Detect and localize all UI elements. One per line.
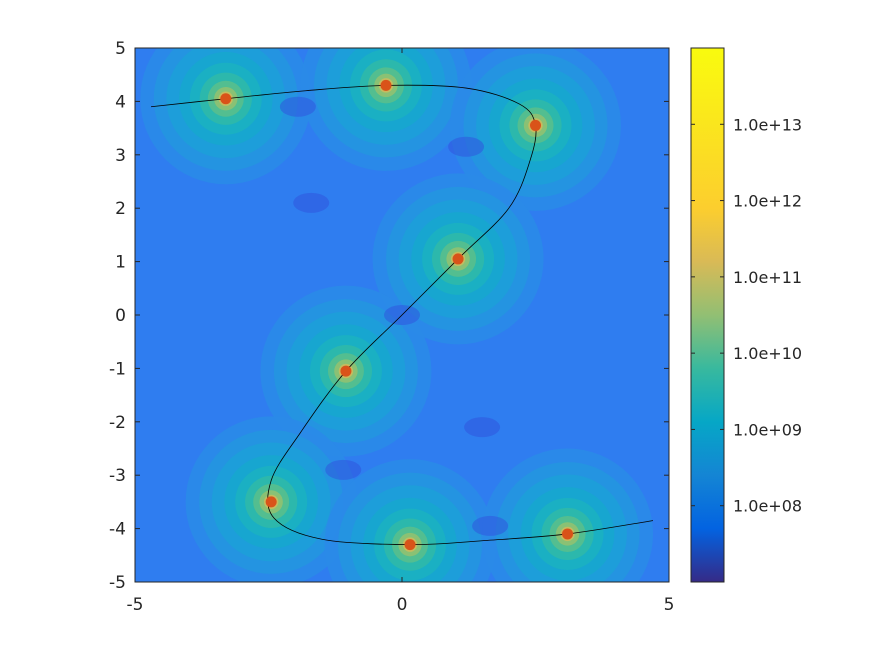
data-point: [452, 253, 464, 265]
field-basin: [472, 515, 509, 536]
y-tick-label: 2: [115, 199, 126, 219]
y-tick-label: 5: [115, 39, 126, 59]
colorbar-tick-label: 1.0e+08: [733, 497, 802, 516]
field-basin: [464, 417, 501, 438]
y-tick-label: 1: [115, 253, 126, 273]
colorbar: 1.0e+13 1.0e+12 1.0e+11 1.0e+10 1.0e+09 1.0e+…: [690, 47, 802, 583]
colorbar-gradient: [690, 47, 725, 583]
y-tick-label: 3: [115, 146, 126, 166]
y-tick-label: -3: [109, 466, 126, 486]
data-point: [380, 79, 392, 91]
y-tick-label: -5: [109, 573, 126, 593]
plot-area: [134, 47, 670, 583]
x-tick-label: 0: [397, 595, 408, 615]
y-axis: 5 4 3 2 1 0 -1 -2 -3 -4 -5: [109, 39, 669, 593]
y-tick-label: 0: [115, 306, 126, 326]
colorbar-tick-label: 1.0e+13: [733, 115, 802, 134]
field-basin: [293, 192, 330, 213]
x-tick-label: 5: [664, 595, 675, 615]
heatmap-field: [140, 48, 654, 582]
colorbar-tick-label: 1.0e+09: [733, 420, 802, 439]
y-tick-label: -2: [109, 413, 126, 433]
data-point: [265, 496, 277, 508]
y-tick-label: 4: [115, 92, 126, 112]
data-point: [340, 365, 352, 377]
field-basin: [325, 459, 362, 480]
y-tick-label: -1: [109, 359, 126, 379]
data-point: [220, 93, 232, 105]
data-point: [530, 119, 541, 131]
points-layer: [220, 79, 574, 551]
colorbar-tick-label: 1.0e+11: [733, 268, 802, 287]
colorbar-tick-label: 1.0e+12: [733, 192, 802, 211]
colorbar-ticks: 1.0e+13 1.0e+12 1.0e+11 1.0e+10 1.0e+09 1.0e+…: [691, 115, 802, 516]
data-point: [562, 528, 574, 540]
field-basin: [448, 136, 485, 157]
x-tick-label: -5: [127, 595, 144, 615]
y-tick-label: -4: [109, 520, 126, 540]
x-axis: -5 0 5: [127, 48, 675, 615]
data-point: [404, 539, 416, 551]
field-basin: [279, 96, 316, 117]
colorbar-tick-label: 1.0e+10: [733, 344, 802, 363]
